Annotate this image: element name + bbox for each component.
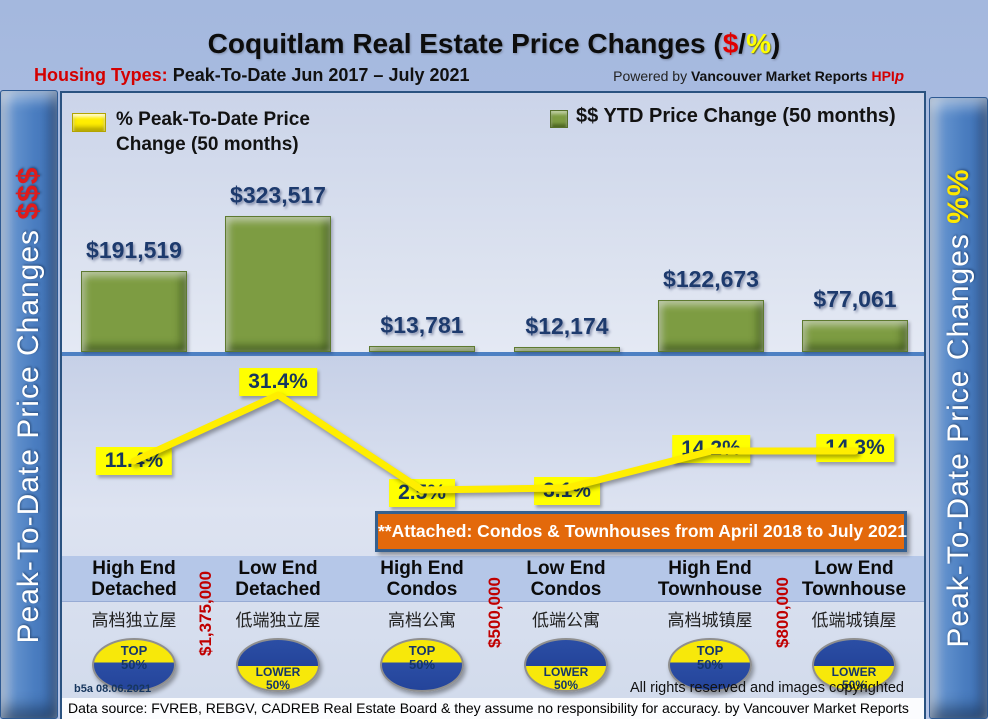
title-close-paren: )	[770, 28, 781, 59]
category-low-end-detached: Low End Detached	[235, 558, 321, 601]
zero-baseline	[62, 352, 926, 356]
powered-by: Powered by Vancouver Market Reports HPIp	[613, 68, 904, 85]
percent-signs: %%	[941, 168, 975, 224]
legend-dollar: $$ YTD Price Change (50 months)	[550, 105, 896, 128]
legend-percent-label: % Peak-To-Date Price Change (50 months)	[116, 109, 310, 155]
version-stamp: b5a 08.06.2021	[74, 683, 152, 695]
category-high-end-condos: High End Condos	[380, 558, 464, 601]
category-band	[62, 556, 926, 602]
footer-strip	[62, 698, 926, 719]
title-text: Coquitlam Real Estate Price Changes (	[207, 28, 723, 59]
subtitle: Housing Types: Peak-To-Date Jun 2017 – J…	[34, 65, 470, 86]
category-cn-1: 高档独立屋	[91, 611, 177, 631]
top-50-badge: TOP 50%	[380, 638, 464, 692]
category-high-end-townhouse: High End Townhouse	[657, 558, 763, 601]
category-cn-5: 高档城镇屋	[667, 611, 753, 631]
category-cn-2: 低端独立屋	[235, 611, 321, 631]
top-50-badge: TOP 50%	[92, 638, 176, 692]
category-names-row: High End Detached Low End Detached High En…	[62, 558, 926, 601]
yellow-legend-swatch-icon	[72, 113, 106, 132]
legend-percent: % Peak-To-Date Price Change (50 months)	[72, 108, 348, 157]
price-threshold-condos: $500,000	[485, 577, 504, 649]
category-cn-3: 高档公寓	[388, 611, 456, 631]
price-threshold-townhouse: $800,000	[773, 577, 792, 649]
right-sidebar-label: Peak-To-Date Price Changes %%	[941, 168, 975, 648]
title-dollar-sign: $	[722, 28, 739, 59]
right-sidebar: Peak-To-Date Price Changes %%	[929, 97, 988, 719]
lower-50-badge: LOWER 50%	[236, 638, 320, 692]
category-low-end-condos: Low End Condos	[526, 558, 606, 601]
category-cn-4: 低端公寓	[532, 611, 600, 631]
dollar-signs: $$$	[12, 166, 45, 220]
category-low-end-townhouse: Low End Townhouse	[801, 558, 907, 601]
data-source-notice: Data source: FVREB, REBGV, CADREB Real E…	[68, 700, 909, 716]
title-slash: /	[738, 28, 747, 59]
bar-plot-area	[62, 93, 926, 352]
left-sidebar: Peak-To-Date Price Changes $$$	[0, 90, 58, 719]
hpi-tag: HPIp	[871, 68, 904, 85]
powered-prefix: Powered by	[613, 68, 691, 84]
lower-50-badge: LOWER 50%	[524, 638, 608, 692]
price-threshold-detached: $1,375,000	[196, 570, 215, 656]
date-range-label: Peak-To-Date Jun 2017 – July 2021	[167, 65, 470, 85]
brand-name: Vancouver Market Reports	[690, 68, 868, 84]
attached-note-banner: **Attached: Condos & Townhouses from Apr…	[375, 511, 907, 552]
category-chinese-row: 高档独立屋 低端独立屋 高档公寓 低端公寓 高档城镇屋 低端城镇屋	[62, 606, 926, 631]
top-50-badge: TOP 50%	[668, 638, 752, 692]
green-legend-swatch-icon	[550, 110, 568, 128]
legend-dollar-label: $$ YTD Price Change (50 months)	[576, 105, 896, 127]
lower-50-badge: LOWER 50%	[812, 638, 896, 692]
rights-notice: All rights reserved and images copyright…	[629, 680, 904, 696]
category-cn-6: 低端城镇屋	[811, 611, 897, 631]
housing-types-label: Housing Types:	[34, 65, 168, 85]
page-title: Coquitlam Real Estate Price Changes ($/%…	[0, 28, 988, 60]
left-sidebar-label: Peak-To-Date Price Changes $$$	[12, 166, 45, 643]
title-percent-sign: %	[746, 28, 771, 59]
badges-row: TOP 50% LOWER 50% TOP 50% LOWER 50% TOP 50% L…	[62, 638, 926, 692]
category-high-end-detached: High End Detached	[91, 558, 177, 601]
